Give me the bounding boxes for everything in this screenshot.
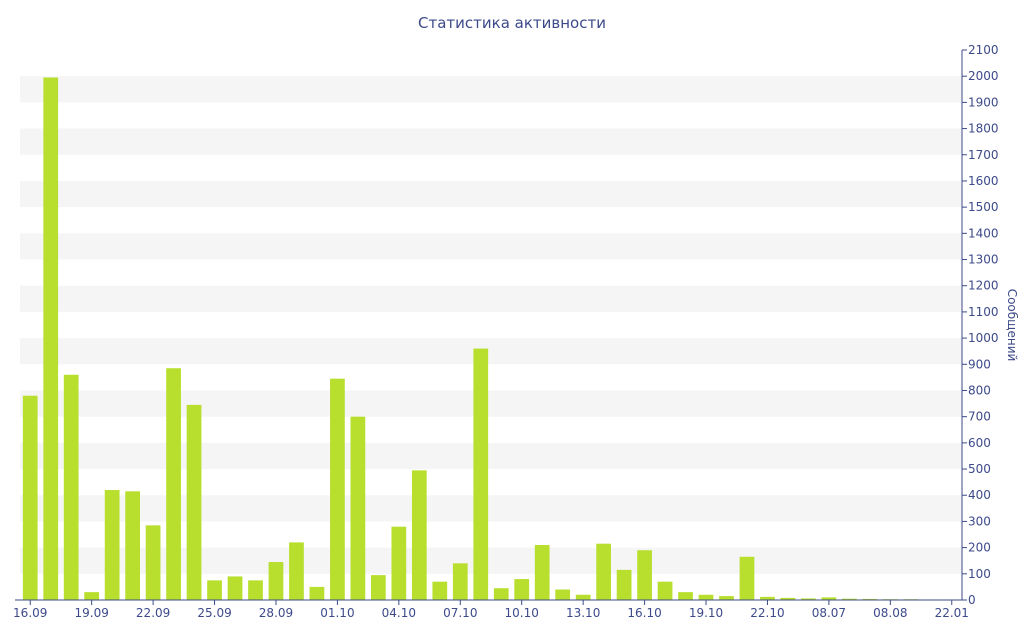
bar (43, 77, 59, 600)
bar (289, 542, 304, 600)
bar (84, 592, 100, 600)
bar (637, 550, 652, 600)
bar (432, 581, 448, 600)
x-tick-label: 04.10 (382, 606, 416, 620)
bar (801, 598, 816, 600)
x-tick-label: 16.10 (627, 606, 661, 620)
grid-bands (20, 76, 962, 574)
y-tick-label: 1600 (968, 174, 999, 188)
x-tick-label: 07.10 (443, 606, 477, 620)
bar (309, 586, 325, 600)
y-tick-label: 300 (968, 514, 991, 528)
x-tick-label: 25.09 (197, 606, 231, 620)
bar (227, 576, 243, 600)
x-tick-label: 22.01 (935, 606, 969, 620)
bar (821, 597, 837, 600)
y-tick-label: 1300 (968, 253, 999, 267)
y-tick-label: 900 (968, 357, 991, 371)
bar (596, 543, 611, 600)
y-tick-label: 500 (968, 462, 991, 476)
bar (862, 598, 878, 600)
y-tick-label: 400 (968, 488, 991, 502)
grid-band (20, 180, 962, 208)
grid-band (20, 76, 962, 103)
y-tick-label: 0 (968, 593, 976, 607)
y-tick-label: 200 (968, 541, 991, 555)
bar (411, 470, 427, 600)
grid-band (20, 442, 962, 470)
bar (268, 562, 284, 600)
bar (22, 395, 38, 600)
bar (207, 580, 222, 600)
x-tick-label: 08.08 (873, 606, 907, 620)
bar (371, 575, 386, 600)
bar (104, 490, 120, 600)
bar (698, 594, 714, 600)
y-tick-label: 600 (968, 436, 991, 450)
bar (186, 404, 202, 600)
bar (534, 545, 550, 600)
bar (330, 378, 345, 600)
y-tick-label: 1000 (968, 331, 999, 345)
chart-title: Статистика активности (418, 14, 606, 32)
bar (739, 556, 755, 600)
bar (555, 589, 571, 600)
bar (350, 416, 366, 600)
grid-band (20, 128, 962, 155)
y-axis: 0 100 200 300 400 500 600 700 800 900 1000 1100 1200… (961, 43, 999, 607)
bar (125, 491, 140, 600)
grid-band (20, 338, 962, 365)
x-tick-label: 22.10 (750, 606, 784, 620)
y-tick-label: 1400 (968, 226, 999, 240)
x-tick-label: 16.09 (13, 606, 47, 620)
x-tick-label: 10.10 (505, 606, 539, 620)
y-tick-label: 1500 (968, 200, 999, 214)
bar (616, 569, 632, 600)
bar (514, 579, 530, 600)
x-tick-label: 22.09 (136, 606, 170, 620)
bar (760, 596, 775, 600)
bar (145, 525, 161, 600)
x-tick-label: 13.10 (566, 606, 600, 620)
x-tick-label: 08.07 (812, 606, 846, 620)
bar (780, 597, 796, 600)
x-tick-label: 19.09 (74, 606, 108, 620)
y-axis-title: Сообщений (1005, 289, 1019, 362)
bar (473, 348, 489, 600)
grid-band (20, 547, 962, 574)
y-tick-label: 1100 (968, 305, 999, 319)
bar (719, 596, 734, 600)
bar (166, 368, 181, 600)
bar (678, 592, 693, 600)
grid-band (20, 390, 962, 417)
x-axis: 16.09 19.09 22.09 25.09 28.09 01.10 04.10 07.10… (13, 599, 969, 620)
y-tick-label: 1700 (968, 148, 999, 162)
bar (493, 588, 509, 600)
y-tick-label: 2000 (968, 69, 999, 83)
y-tick-label: 1200 (968, 279, 999, 293)
grid-band (20, 233, 962, 260)
grid-band (20, 285, 962, 312)
bar-series (22, 77, 960, 600)
grid-band (20, 495, 962, 522)
bar (63, 374, 79, 600)
x-tick-label: 19.10 (689, 606, 723, 620)
bar (842, 598, 857, 600)
y-tick-label: 1800 (968, 122, 999, 136)
bar (452, 563, 468, 600)
bar (391, 526, 407, 600)
x-tick-label: 01.10 (320, 606, 354, 620)
y-tick-label: 2100 (968, 43, 999, 57)
y-tick-label: 700 (968, 410, 991, 424)
bar (657, 581, 673, 600)
x-tick-label: 28.09 (259, 606, 293, 620)
bar (575, 594, 591, 600)
y-tick-label: 100 (968, 567, 991, 581)
y-tick-label: 800 (968, 383, 991, 397)
y-tick-label: 1900 (968, 95, 999, 109)
bar (248, 580, 263, 600)
